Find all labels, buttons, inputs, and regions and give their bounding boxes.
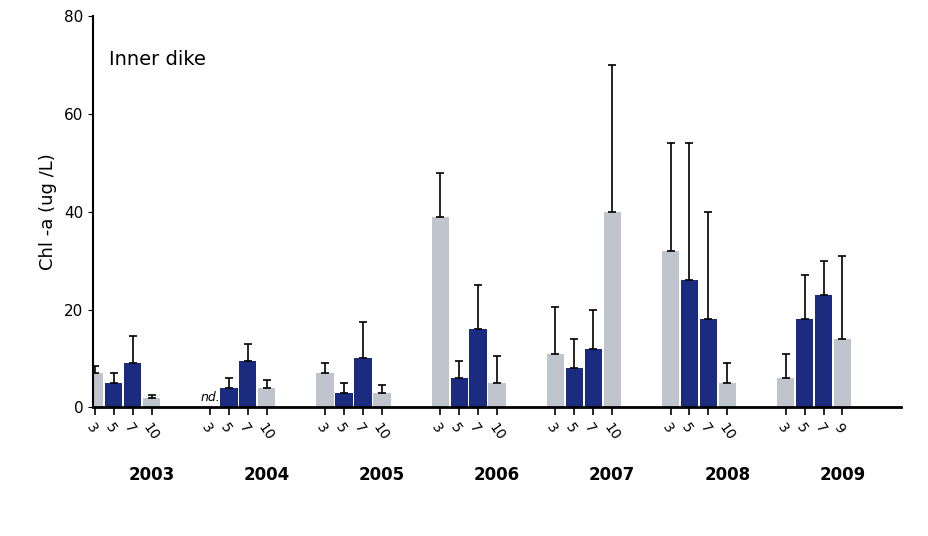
Bar [316,373,333,407]
Bar [123,363,141,407]
Bar [547,354,563,407]
Bar [661,251,678,407]
Bar [776,378,793,407]
Bar [488,383,505,407]
Bar [814,295,831,407]
Bar [373,393,390,407]
Text: 2003: 2003 [128,466,174,484]
Bar [450,378,468,407]
Bar [718,383,735,407]
Text: 2006: 2006 [473,466,520,484]
Bar [258,388,275,407]
Bar [603,212,620,407]
Bar [86,373,103,407]
Text: 2007: 2007 [588,466,635,484]
Bar [795,319,812,407]
Bar [469,329,486,407]
Text: 2009: 2009 [818,466,865,484]
Bar [238,361,256,407]
Text: 2004: 2004 [243,466,290,484]
Text: Inner dike: Inner dike [109,50,206,69]
Bar [833,339,850,407]
Text: nd.: nd. [200,391,220,405]
Y-axis label: Chl -a (ug /L): Chl -a (ug /L) [39,153,57,270]
Bar [565,368,583,407]
Bar [432,217,448,407]
Bar [335,393,353,407]
Bar [680,280,697,407]
Bar [220,388,238,407]
Text: 2008: 2008 [703,466,750,484]
Bar [143,398,160,407]
Bar [105,383,122,407]
Text: 2005: 2005 [358,466,405,484]
Bar [354,359,371,407]
Bar [699,319,716,407]
Bar [584,349,601,407]
